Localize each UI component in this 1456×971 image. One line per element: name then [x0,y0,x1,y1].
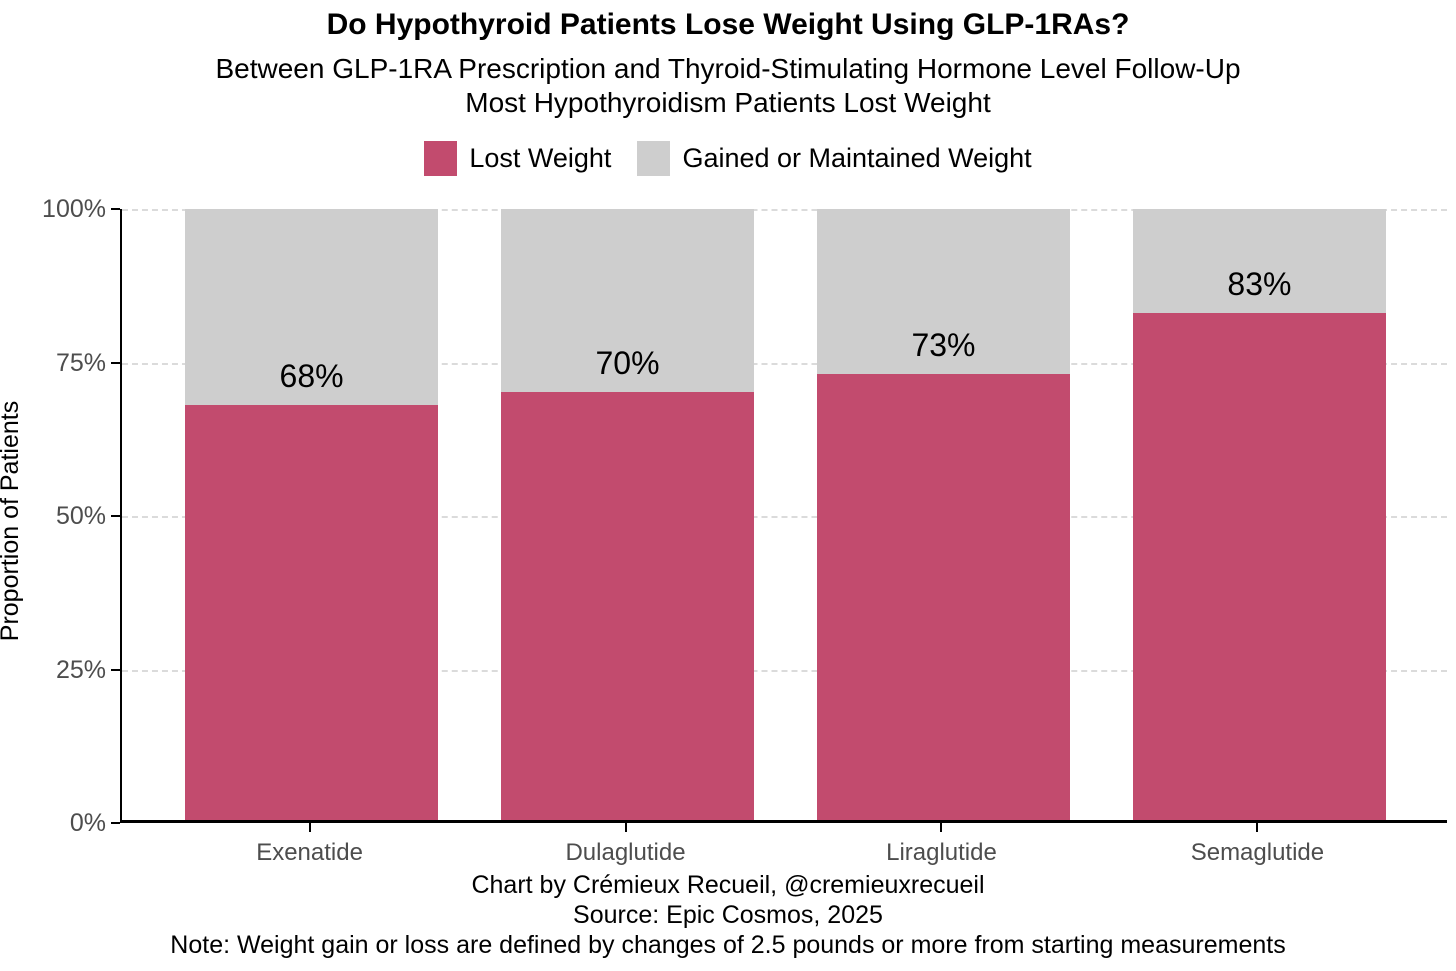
bar-value-label-semaglutide: 83% [1227,265,1292,302]
y-tick-mark-100% [111,208,120,210]
legend-item-lost-weight: Lost Weight [424,141,611,176]
y-tick-mark-50% [111,515,120,517]
bar-value-label-liraglutide: 73% [911,326,976,363]
y-tick-mark-25% [111,668,120,671]
gridline-100% [122,209,1447,211]
gridline-50% [122,516,1447,518]
segment-gained-semaglutide [1132,209,1386,313]
chart-region: Proportion of Patients 68% 70% 73% 83% Exen… [0,195,1456,866]
segment-gained-dulaglutide [501,209,755,393]
legend-swatch-gained-weight [637,141,671,176]
x-tick-exenatide [308,823,311,832]
segment-lost-dulaglutide [501,392,755,820]
bar-value-label-dulaglutide: 70% [595,345,660,382]
y-tick-label-50%: 50% [55,502,106,530]
y-tick-label-0%: 0% [69,809,106,837]
x-tick-dulaglutide [624,823,627,832]
footer-note: Note: Weight gain or loss are defined by… [170,931,1286,959]
gridline-75% [122,362,1447,365]
x-axis-label-liraglutide: Liraglutide [886,839,997,866]
y-tick-label-25%: 25% [55,655,106,684]
segment-lost-liraglutide [816,373,1070,820]
footer-credit: Chart by Crémieux Recueil, @cremieuxrecu… [471,871,985,899]
segment-lost-exenatide [185,404,439,820]
legend-label-lost-weight: Lost Weight [469,143,612,173]
footer-source: Source: Epic Cosmos, 2025 [573,901,883,929]
y-tick-label-75%: 75% [55,348,106,377]
x-axis-label-semaglutide: Semaglutide [1190,839,1325,866]
gridline-25% [122,669,1447,672]
bar-exenatide: 68% [185,209,439,820]
x-axis-label-exenatide: Exenatide [256,839,363,866]
x-axis-label-dulaglutide: Dulaglutide [565,839,686,866]
chart-title: Do Hypothyroid Patients Lose Weight Usin… [326,8,1130,41]
plot-area: 68% 70% 73% 83% [120,209,1447,823]
bar-liraglutide: 73% [816,209,1070,820]
legend-label-gained-weight: Gained or Maintained Weight [682,143,1032,173]
legend-swatch-lost-weight [424,141,458,176]
x-tick-liraglutide [940,823,943,832]
y-tick-mark-0% [111,822,120,824]
segment-gained-exenatide [185,209,439,405]
segment-gained-liraglutide [816,209,1070,374]
bar-semaglutide: 83% [1132,209,1386,820]
y-tick-mark-75% [111,361,120,364]
legend-item-gained-weight: Gained or Maintained Weight [637,141,1032,176]
y-tick-label-100%: 100% [42,195,106,223]
bar-value-label-exenatide: 68% [279,357,344,394]
legend: Lost Weight Gained or Maintained Weight [0,141,1456,176]
chart-subtitle-line1: Between GLP-1RA Prescription and Thyroid… [215,53,1241,84]
segment-lost-semaglutide [1132,312,1386,820]
x-tick-semaglutide [1256,823,1259,832]
chart-subtitle-line2: Most Hypothyroidism Patients Lost Weight [465,87,991,118]
bar-dulaglutide: 70% [501,209,755,820]
